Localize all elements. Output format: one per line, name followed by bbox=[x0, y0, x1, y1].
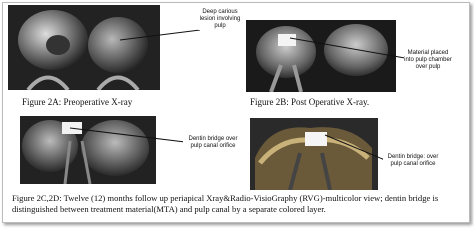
figure-caption: Figure 2A: Preoperative X-ray bbox=[22, 97, 133, 107]
xray-image-2b bbox=[246, 20, 396, 92]
annotation: Material placed into pulp chamber over p… bbox=[404, 50, 452, 71]
xray-image-2c bbox=[20, 116, 156, 184]
annotation: Dentin bridge over pulp canal orifice bbox=[183, 136, 243, 150]
figure-caption: Figure 2B: Post Operative X-ray. bbox=[250, 97, 370, 107]
figure-page: Deep carious lesion involving pulp Mater… bbox=[2, 2, 470, 223]
xray-image-2a bbox=[8, 5, 160, 90]
annotation: Dentin bridge: over pulp canal orifice bbox=[383, 154, 443, 168]
annotation: Deep carious lesion involving pulp bbox=[198, 9, 242, 30]
pointer-lines bbox=[69, 29, 406, 161]
figure-caption: Figure 2C,2D: Twelve (12) months follow … bbox=[12, 193, 439, 214]
